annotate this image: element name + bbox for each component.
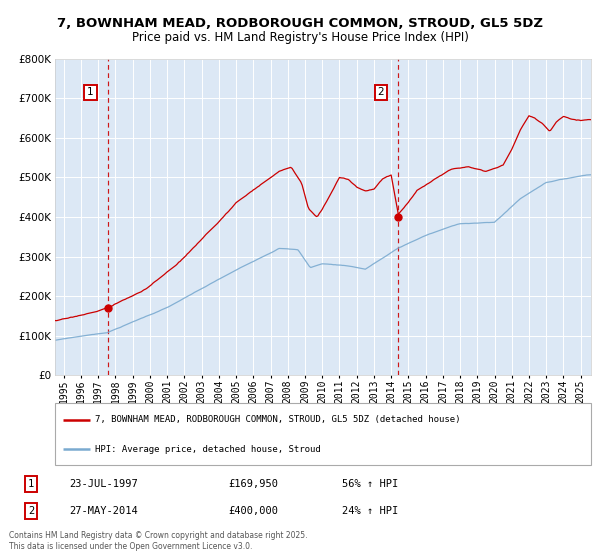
Text: 56% ↑ HPI: 56% ↑ HPI: [342, 479, 398, 489]
Text: 2: 2: [377, 87, 384, 97]
Text: 1: 1: [28, 479, 34, 489]
Text: £169,950: £169,950: [228, 479, 278, 489]
Text: 7, BOWNHAM MEAD, RODBOROUGH COMMON, STROUD, GL5 5DZ (detached house): 7, BOWNHAM MEAD, RODBOROUGH COMMON, STRO…: [95, 416, 461, 424]
Text: 23-JUL-1997: 23-JUL-1997: [69, 479, 138, 489]
Text: 27-MAY-2014: 27-MAY-2014: [69, 506, 138, 516]
Text: 2: 2: [28, 506, 34, 516]
Text: Contains HM Land Registry data © Crown copyright and database right 2025.: Contains HM Land Registry data © Crown c…: [9, 531, 308, 540]
Text: 1: 1: [87, 87, 94, 97]
Text: Price paid vs. HM Land Registry's House Price Index (HPI): Price paid vs. HM Land Registry's House …: [131, 31, 469, 44]
Text: 7, BOWNHAM MEAD, RODBOROUGH COMMON, STROUD, GL5 5DZ: 7, BOWNHAM MEAD, RODBOROUGH COMMON, STRO…: [57, 17, 543, 30]
Text: HPI: Average price, detached house, Stroud: HPI: Average price, detached house, Stro…: [95, 445, 321, 454]
Text: £400,000: £400,000: [228, 506, 278, 516]
Text: 24% ↑ HPI: 24% ↑ HPI: [342, 506, 398, 516]
Text: This data is licensed under the Open Government Licence v3.0.: This data is licensed under the Open Gov…: [9, 542, 253, 550]
